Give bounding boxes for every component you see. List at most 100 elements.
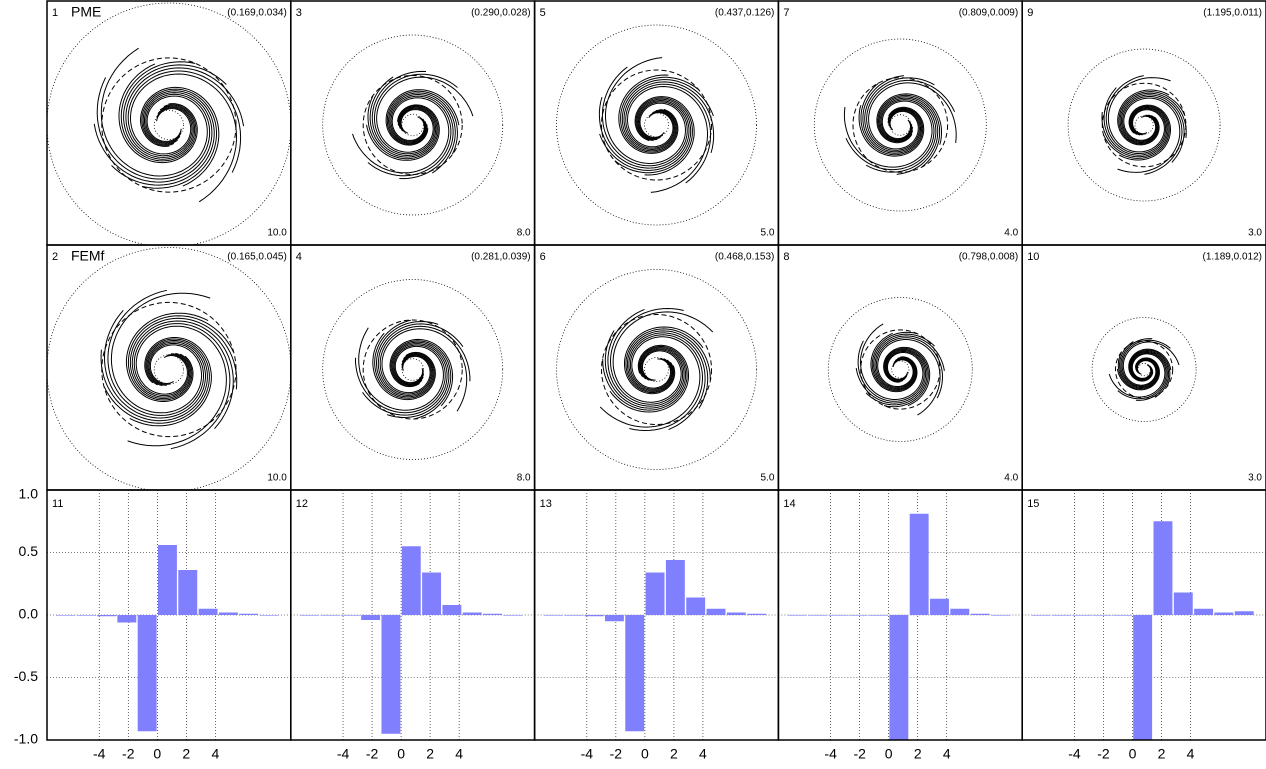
x-tick-label: -4 — [824, 746, 837, 762]
contour-line — [139, 86, 220, 187]
panel-number: 12 — [296, 498, 308, 510]
contour-line — [352, 97, 450, 174]
bar — [259, 615, 279, 616]
bar — [1214, 612, 1234, 615]
x-tick-label: 0 — [885, 746, 893, 762]
bar — [909, 513, 929, 615]
contour-line — [387, 92, 456, 174]
bar — [970, 613, 990, 615]
contour-line — [860, 82, 924, 156]
scale: 5.0 — [760, 228, 774, 239]
contour-line — [865, 97, 937, 173]
bar — [1133, 615, 1153, 740]
contour-line — [621, 79, 714, 152]
contour-line — [877, 339, 941, 416]
contour-line — [870, 332, 918, 393]
y-tick-label: 0.0 — [19, 606, 39, 622]
bar — [1051, 615, 1071, 616]
contour-line — [855, 349, 927, 404]
bar — [117, 615, 137, 623]
bar — [808, 615, 828, 616]
contour-line — [1118, 104, 1172, 161]
bar — [442, 605, 462, 615]
inner-circle — [153, 109, 184, 141]
panel-frame — [533, 244, 780, 491]
bar — [178, 570, 198, 615]
contour-line — [614, 97, 693, 174]
inner-circle — [401, 113, 424, 137]
inner-circle — [891, 360, 910, 379]
bar — [56, 615, 76, 616]
contour-line — [376, 76, 474, 153]
contour-line — [865, 348, 928, 406]
x-tick-label: 2 — [914, 746, 922, 762]
contour-line — [127, 325, 227, 447]
contour-line — [127, 315, 234, 401]
scale: 8.0 — [517, 228, 531, 239]
scale: 5.0 — [760, 473, 774, 484]
outer-circle — [556, 24, 757, 226]
bar — [76, 615, 96, 616]
contour-line — [387, 341, 450, 419]
contour-plot — [1091, 317, 1197, 422]
bar — [686, 597, 706, 615]
scale: 4.0 — [1004, 228, 1018, 239]
contour-line — [859, 323, 924, 400]
bar — [930, 598, 949, 615]
bar — [544, 615, 563, 616]
contour-line — [366, 104, 440, 161]
contour-line — [377, 323, 464, 396]
contour-line — [874, 335, 945, 390]
bar — [218, 612, 238, 615]
contour-line — [868, 82, 957, 150]
contour-line — [629, 334, 704, 432]
scale: 3.0 — [1248, 228, 1262, 239]
contour-line — [1118, 91, 1185, 145]
outer-circle — [1091, 317, 1197, 422]
bar — [1234, 611, 1254, 615]
panel-frame — [290, 244, 536, 491]
bar — [665, 560, 685, 615]
panel-number: 15 — [1027, 498, 1039, 510]
x-tick-label: -2 — [122, 746, 135, 762]
contour-line — [110, 292, 211, 414]
contour-line — [602, 346, 688, 411]
bar — [1153, 521, 1173, 615]
coords: (1.195,0.011) — [1203, 8, 1262, 19]
contour-line — [858, 105, 925, 157]
contour-line — [873, 333, 935, 391]
panel-number: 5 — [540, 7, 546, 19]
outer-circle — [813, 38, 987, 212]
outer-circle — [322, 279, 504, 460]
contour-line — [625, 83, 712, 184]
bar — [1173, 592, 1193, 615]
bar — [1072, 615, 1092, 616]
scale: 8.0 — [517, 473, 531, 484]
method-name: FEMf — [71, 248, 105, 264]
panel-number: 14 — [783, 498, 795, 510]
outer-circle — [556, 269, 757, 470]
bar — [320, 615, 340, 616]
panel-number: 13 — [540, 498, 552, 510]
contour-line — [626, 330, 709, 409]
contour-line — [883, 347, 929, 408]
bar — [645, 572, 665, 615]
bar — [1092, 615, 1112, 616]
contour-line — [878, 96, 939, 175]
contour-line — [369, 76, 438, 158]
panel-frame — [1021, 489, 1266, 741]
x-tick-label: -2 — [1097, 746, 1110, 762]
contour-line — [1101, 106, 1169, 158]
panel-frame — [777, 244, 1023, 491]
contour-line — [133, 323, 231, 450]
contour-line — [131, 320, 234, 430]
contour-line — [1105, 75, 1167, 154]
bar — [401, 546, 421, 615]
contour-line — [103, 338, 210, 424]
bar — [361, 615, 381, 620]
x-tick-label: -4 — [581, 746, 594, 762]
contour-line — [118, 63, 198, 164]
contour-line — [609, 307, 684, 405]
coords: (0.281,0.039) — [471, 252, 531, 263]
panel-number: 3 — [296, 7, 302, 19]
